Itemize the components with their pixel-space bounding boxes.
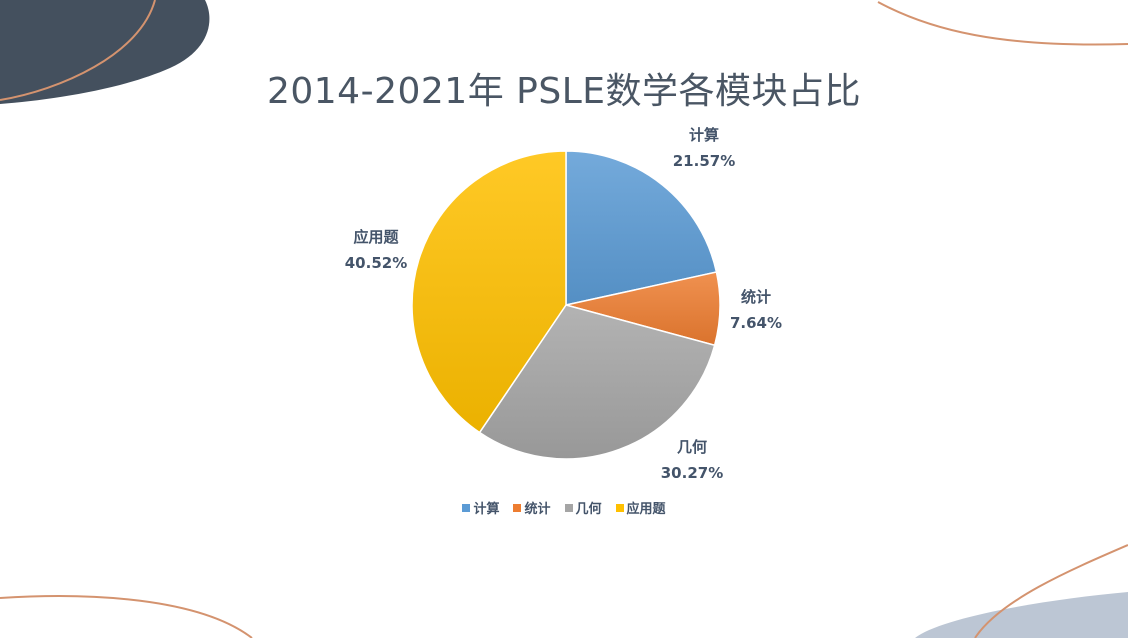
legend-label: 计算 [473,502,500,517]
bottom-right-blob [915,592,1128,638]
slice-label-name: 应用题 [353,228,399,246]
bottom-left-curve [0,595,253,638]
slice-label-name: 计算 [688,126,719,144]
slice-label-2: 统计 7.64% [696,284,816,336]
slice-label-name: 几何 [676,438,707,456]
legend-swatch [564,503,573,512]
slice-label-1: 计算 21.57% [644,122,764,174]
slice-label-percent: 30.27% [660,464,724,482]
top-left-curve [0,0,156,101]
pie-slices [411,150,721,460]
top-right-curve [877,1,1128,46]
legend-item-4: 应用题 [615,498,666,517]
top-left-blob [0,0,210,104]
pie-slice-4 [411,150,567,434]
chart-legend: 计算 统计 几何 应用题 [0,498,1128,517]
legend-label: 统计 [524,502,551,517]
slice-label-4: 应用题 40.52% [316,224,436,276]
legend-swatch [462,503,471,512]
legend-label: 几何 [575,502,602,517]
legend-item-3: 几何 [564,498,602,517]
slice-label-name: 统计 [740,288,771,306]
slice-label-percent: 40.52% [344,254,408,272]
legend-item-1: 计算 [462,498,499,517]
slice-label-percent: 21.57% [672,152,736,170]
pie-slice-1 [565,150,718,306]
legend-swatch [513,503,522,512]
legend-label: 应用题 [626,502,666,517]
chart-title: 2014-2021年 PSLE数学各模块占比 [266,71,862,112]
bottom-right-curve [974,544,1128,638]
pie-slice-3 [478,304,716,460]
slice-label-percent: 7.64% [729,314,783,332]
slice-label-3: 几何 30.27% [632,434,752,486]
legend-item-2: 统计 [513,498,551,517]
legend-swatch [615,503,624,512]
